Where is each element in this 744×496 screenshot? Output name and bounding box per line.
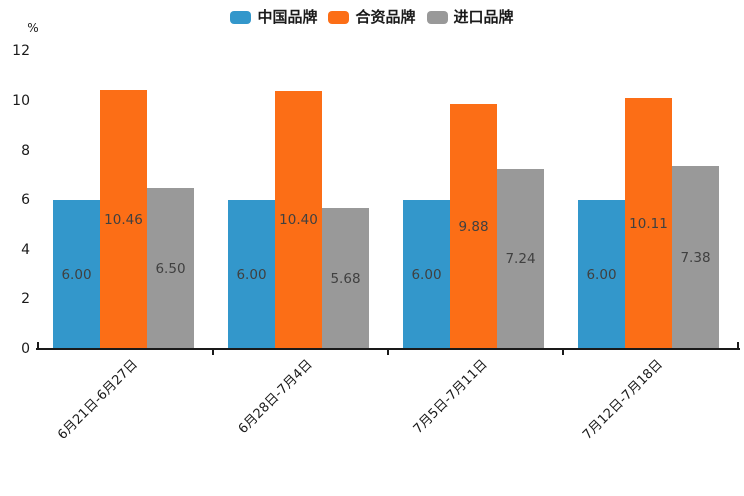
y-tick-label: 10: [12, 93, 30, 109]
bar[interactable]: [578, 200, 625, 349]
legend-swatch-icon: [426, 10, 448, 24]
bar-value-label: 6.00: [61, 266, 92, 283]
legend-item-0[interactable]: 中国品牌: [230, 9, 317, 25]
bar[interactable]: [672, 166, 719, 349]
bar[interactable]: [322, 208, 369, 349]
y-tick-label: 8: [21, 142, 30, 159]
legend-swatch-icon: [230, 10, 252, 24]
legend-item-1[interactable]: 合资品牌: [328, 8, 416, 26]
bar-value-label: 5.68: [330, 270, 361, 287]
x-axis-tick: [387, 350, 389, 355]
x-axis-category-label: 7月12日-7月18日: [580, 357, 667, 443]
x-axis-category-label: 6月28日-7月4日: [236, 357, 317, 437]
bar[interactable]: [147, 188, 194, 349]
bar-value-label: 10.11: [629, 215, 668, 232]
bar[interactable]: [497, 169, 544, 349]
bar[interactable]: [100, 90, 147, 349]
bar-value-label: 7.24: [505, 251, 536, 267]
legend: 中国品牌 合资品牌 进口品牌: [0, 9, 744, 25]
legend-item-2[interactable]: 进口品牌: [426, 8, 514, 26]
x-axis-category-label: 7月5日-7月11日: [411, 357, 492, 437]
x-axis-tick: [737, 342, 739, 350]
bar[interactable]: [625, 98, 672, 349]
bar-value-label: 10.46: [104, 211, 143, 228]
bar-value-label: 6.00: [411, 266, 442, 283]
bar[interactable]: [275, 91, 322, 349]
bar-value-label: 6.50: [155, 260, 186, 277]
bar[interactable]: [450, 104, 497, 349]
y-tick-label: 2: [21, 291, 30, 308]
bar-value-label: 10.40: [279, 212, 318, 228]
bar-value-label: 6.00: [586, 266, 617, 283]
bar[interactable]: [53, 200, 100, 349]
bar-value-label: 7.38: [680, 249, 711, 266]
legend-item-label: 中国品牌: [257, 8, 318, 26]
y-tick-label: 6: [21, 192, 30, 209]
bar-value-label: 6.00: [236, 266, 267, 283]
bar[interactable]: [403, 200, 450, 349]
x-axis-category-label: 6月21日-6月27日: [55, 357, 142, 443]
y-axis-unit-label: %: [27, 21, 39, 35]
x-axis-tick: [562, 350, 564, 355]
y-tick-label: 12: [12, 43, 30, 60]
x-axis-tick: [37, 342, 39, 350]
x-axis-line: [36, 348, 740, 350]
legend-swatch-icon: [328, 10, 350, 24]
legend-item-label: 进口品牌: [453, 8, 514, 26]
legend-item-label: 合资品牌: [355, 8, 416, 26]
bar-value-label: 9.88: [458, 218, 489, 235]
x-axis-tick: [212, 350, 214, 355]
bar[interactable]: [228, 200, 275, 349]
y-tick-label: 0: [21, 341, 30, 357]
y-tick-label: 4: [21, 241, 30, 258]
